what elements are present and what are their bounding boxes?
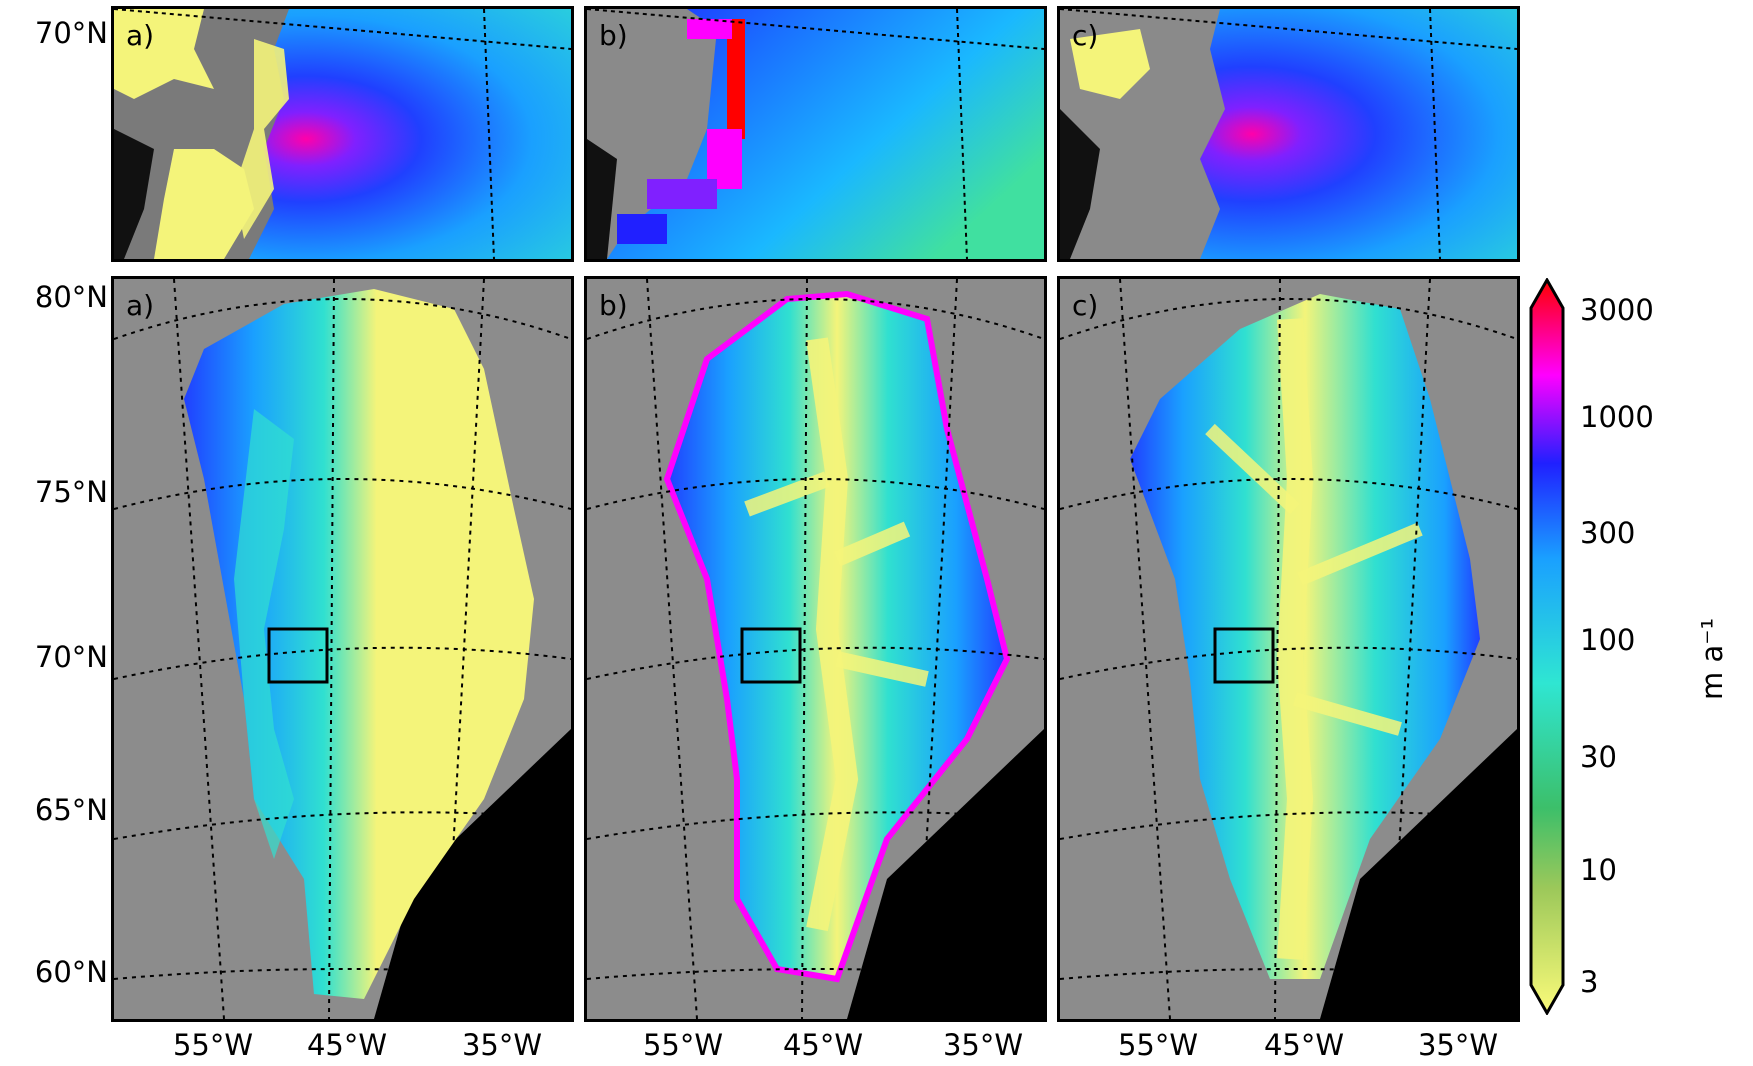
longitude-label-55w-c: 55°W xyxy=(1117,1028,1199,1062)
panel-label-c-main: c) xyxy=(1072,289,1099,322)
panel-label-b: b) xyxy=(599,19,628,52)
latitude-label-70n: 70°N xyxy=(34,640,108,674)
panel-label-a-main: a) xyxy=(126,289,155,322)
longitude-label-55w-b: 55°W xyxy=(642,1028,724,1062)
inset-latitude-label: 70°N xyxy=(34,16,108,50)
longitude-label-35w-a: 35°W xyxy=(461,1028,543,1062)
colorbar-tick-30: 30 xyxy=(1580,740,1617,774)
longitude-label-35w-c: 35°W xyxy=(1417,1028,1499,1062)
longitude-label-55w-a: 55°W xyxy=(172,1028,254,1062)
latitude-label-60n: 60°N xyxy=(34,955,108,989)
main-panel-a: a) xyxy=(111,276,574,1022)
colorbar xyxy=(1529,276,1565,1017)
longitude-label-35w-b: 35°W xyxy=(942,1028,1024,1062)
colorbar-tick-10: 10 xyxy=(1580,853,1617,887)
panel-label-a: a) xyxy=(126,19,155,52)
inset-panel-b: b) xyxy=(584,6,1047,262)
colorbar-tick-100: 100 xyxy=(1580,623,1636,657)
latitude-label-65n: 65°N xyxy=(34,793,108,827)
colorbar-unit-label: m a⁻¹ xyxy=(1695,617,1729,700)
latitude-label-80n: 80°N xyxy=(34,280,108,314)
latitude-label-75n: 75°N xyxy=(34,475,108,509)
panel-label-b-main: b) xyxy=(599,289,628,322)
longitude-label-45w-b: 45°W xyxy=(782,1028,864,1062)
main-panel-b: b) xyxy=(584,276,1047,1022)
colorbar-tick-1000: 1000 xyxy=(1580,400,1654,434)
longitude-label-45w-a: 45°W xyxy=(306,1028,388,1062)
colorbar-tick-3: 3 xyxy=(1580,965,1599,999)
colorbar-tick-300: 300 xyxy=(1580,516,1636,550)
colorbar-tick-3000: 3000 xyxy=(1580,293,1654,327)
inset-panel-a: a) xyxy=(111,6,574,262)
main-panel-c: c) xyxy=(1057,276,1520,1022)
longitude-label-45w-c: 45°W xyxy=(1263,1028,1345,1062)
inset-panel-c: c) xyxy=(1057,6,1520,262)
panel-label-c: c) xyxy=(1072,19,1099,52)
